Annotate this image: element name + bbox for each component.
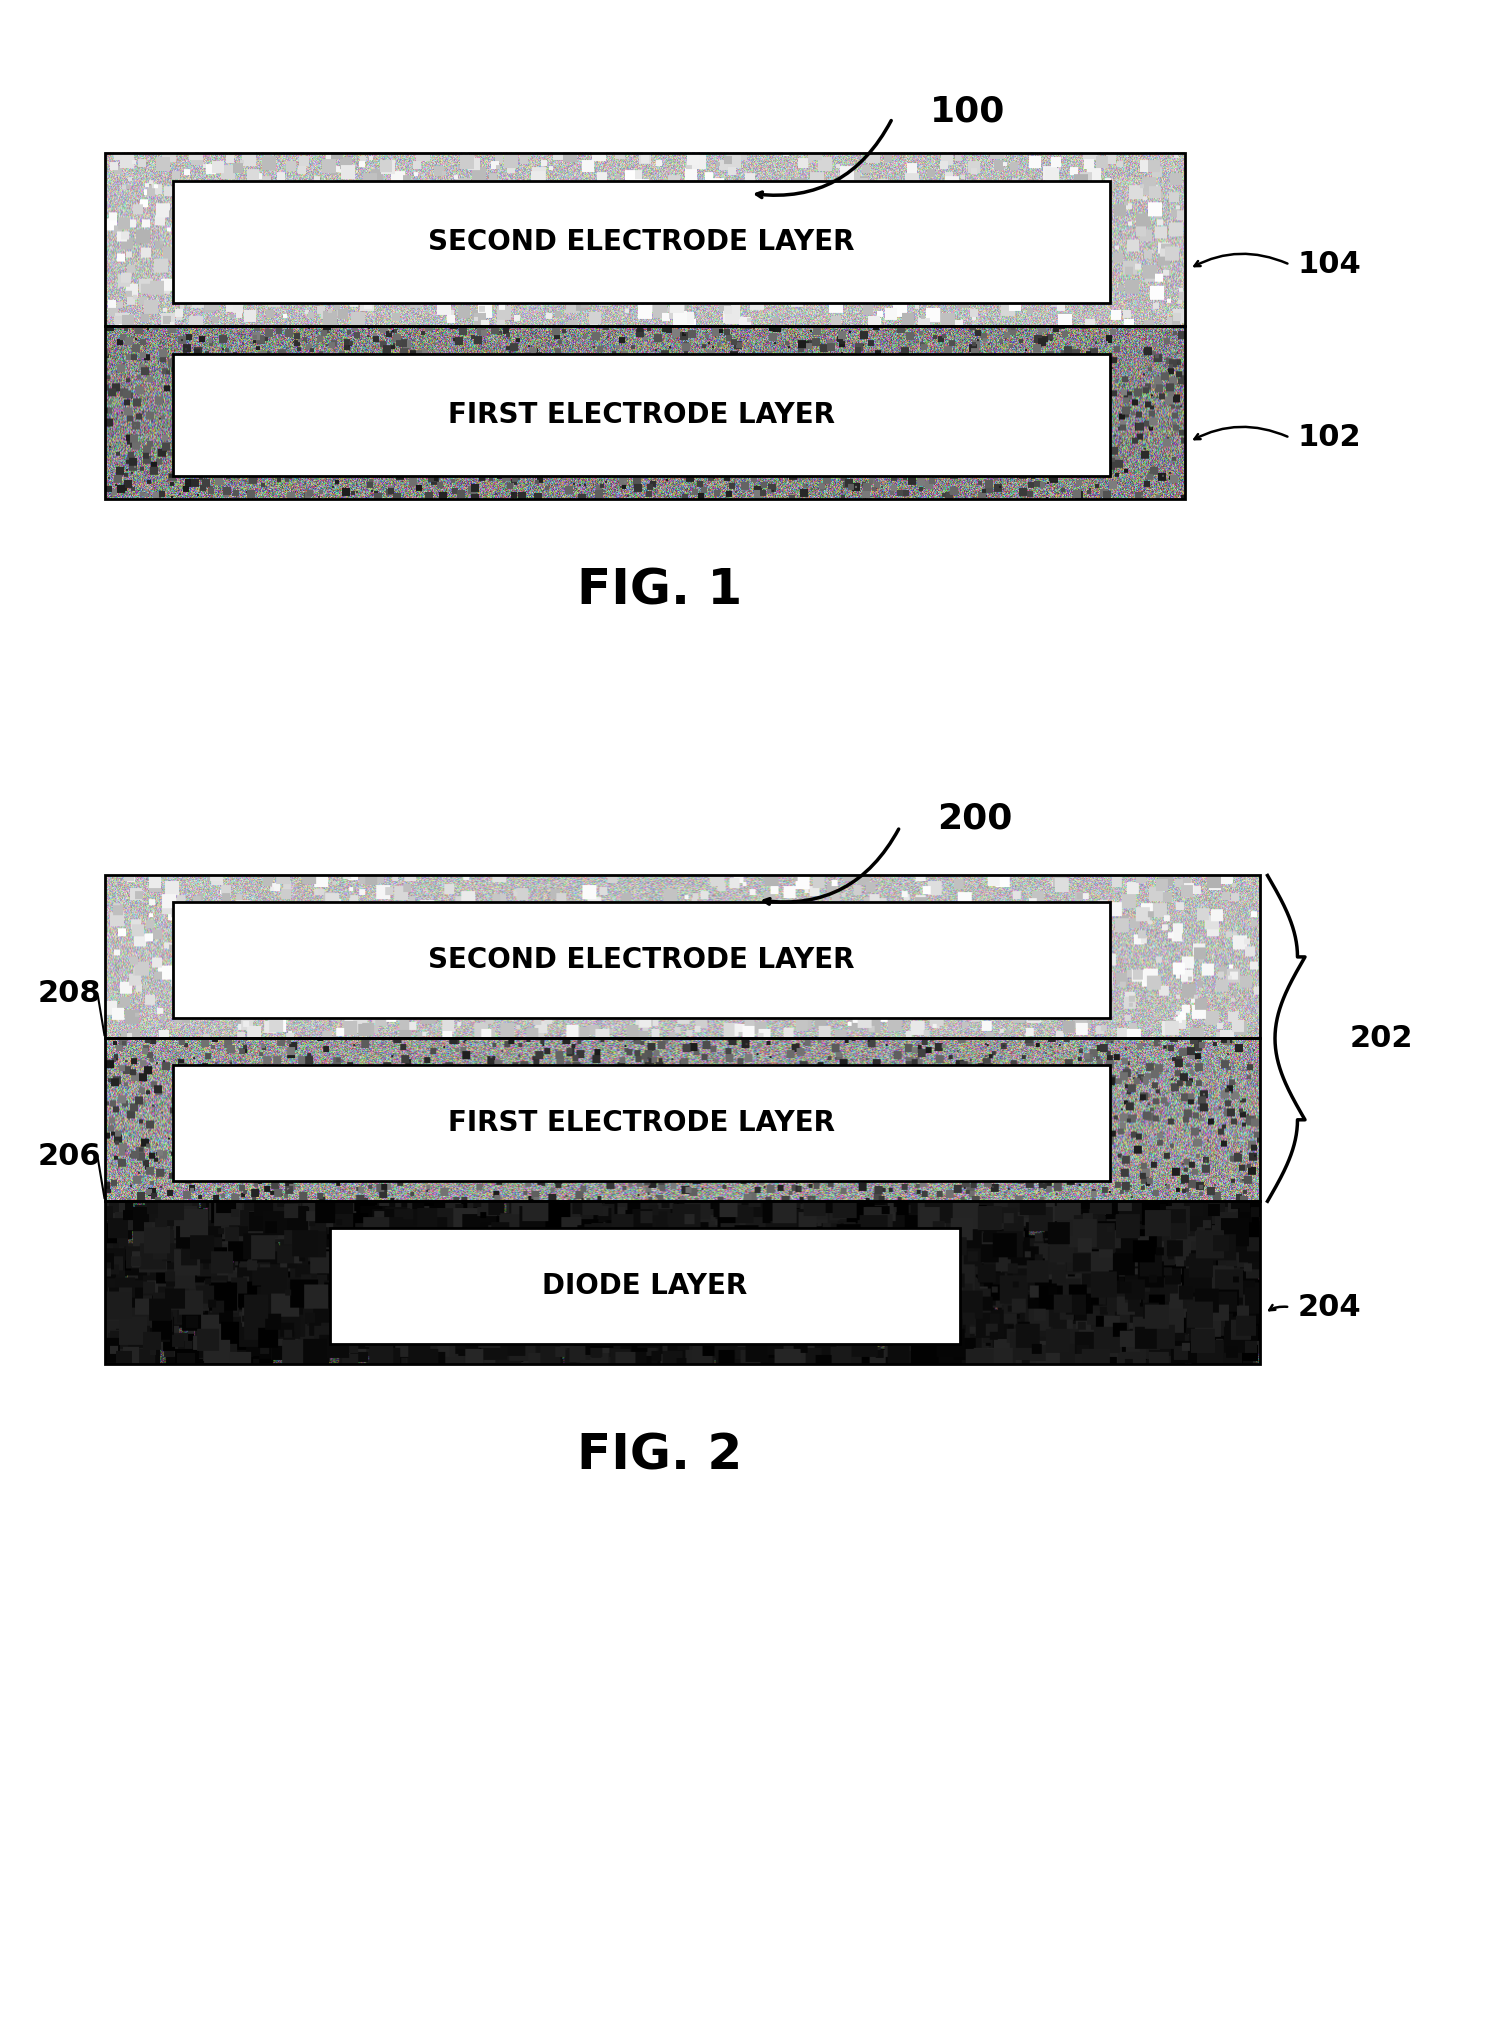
Text: FIRST ELECTRODE LAYER: FIRST ELECTRODE LAYER: [447, 401, 834, 430]
Text: FIG. 2: FIG. 2: [578, 1431, 742, 1480]
Text: 100: 100: [930, 96, 1005, 128]
Bar: [172, 181, 1110, 303]
Text: SECOND ELECTRODE LAYER: SECOND ELECTRODE LAYER: [427, 947, 855, 973]
Text: 202: 202: [1350, 1024, 1413, 1053]
Text: DIODE LAYER: DIODE LAYER: [543, 1272, 747, 1299]
Text: 104: 104: [1298, 250, 1362, 279]
Text: FIRST ELECTRODE LAYER: FIRST ELECTRODE LAYER: [447, 1110, 834, 1136]
Text: 200: 200: [938, 802, 1013, 835]
Text: 204: 204: [1298, 1293, 1360, 1321]
Bar: [105, 1038, 1260, 1201]
Bar: [105, 875, 1260, 1038]
Bar: [330, 1228, 960, 1344]
Text: SECOND ELECTRODE LAYER: SECOND ELECTRODE LAYER: [427, 228, 855, 257]
Bar: [105, 1201, 1260, 1364]
Bar: [172, 902, 1110, 1018]
Text: 208: 208: [38, 979, 100, 1008]
Bar: [172, 354, 1110, 476]
Text: 206: 206: [38, 1142, 100, 1171]
Bar: [172, 1065, 1110, 1181]
Text: 102: 102: [1298, 423, 1360, 452]
Text: FIG. 1: FIG. 1: [578, 566, 742, 615]
Bar: [105, 153, 1185, 326]
Bar: [105, 326, 1185, 499]
